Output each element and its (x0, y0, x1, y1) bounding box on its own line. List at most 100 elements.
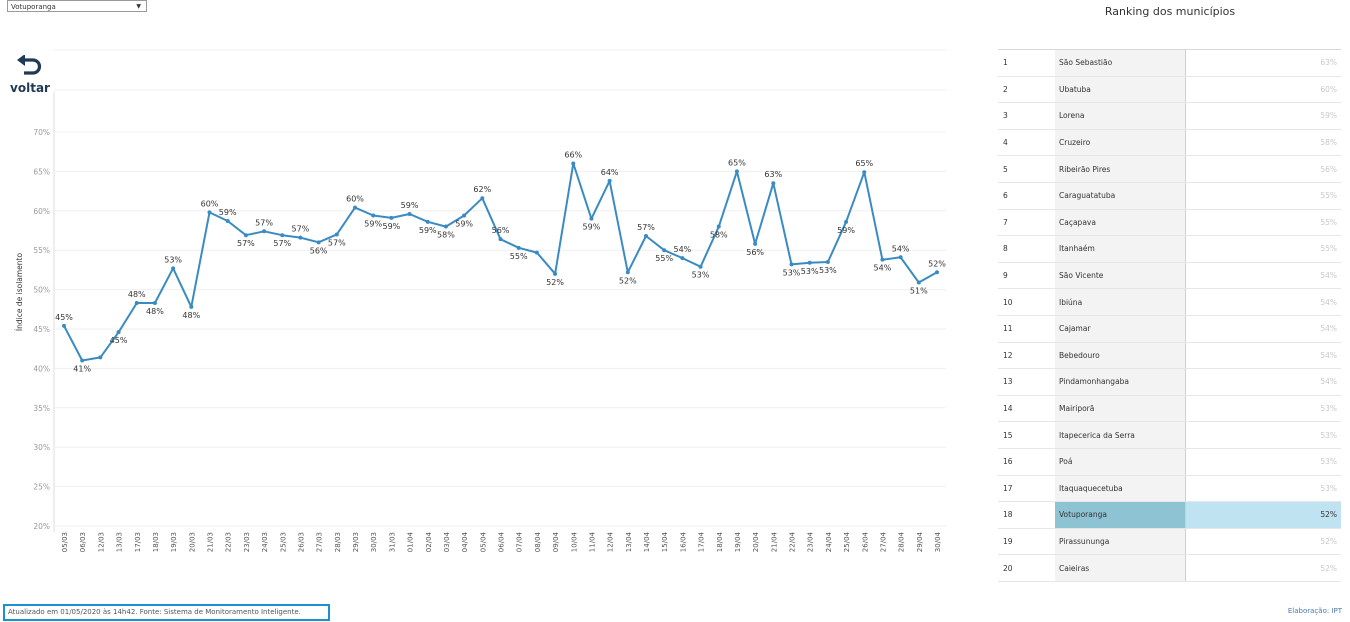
data-label: 52% (546, 278, 564, 287)
ranking-position: 8 (998, 235, 1055, 263)
data-point (334, 232, 339, 237)
x-tick-label: 05/03 (61, 532, 69, 552)
data-label: 57% (292, 225, 310, 234)
ranking-row[interactable]: 20 Caieiras 52% (998, 554, 1341, 582)
data-label: 59% (419, 226, 437, 235)
ranking-row[interactable]: 15 Itapecerica da Serra 53% (998, 421, 1341, 449)
ranking-value: 54% (1185, 288, 1341, 316)
ranking-municipality: Caçapava (1055, 209, 1186, 237)
data-point (462, 213, 467, 218)
ranking-row[interactable]: 14 Mairiporã 53% (998, 395, 1341, 423)
ranking-municipality: Votuporanga (1055, 501, 1186, 529)
ranking-row[interactable]: 8 Itanhaém 55% (998, 235, 1341, 263)
ranking-row[interactable]: 9 São Vicente 54% (998, 262, 1341, 290)
x-tick-label: 14/04 (643, 531, 651, 552)
ranking-row[interactable]: 10 Ibiúna 54% (998, 288, 1341, 316)
ranking-row[interactable]: 1 São Sebastião 63% (998, 49, 1341, 77)
ranking-row[interactable]: 18 Votuporanga 52% (998, 501, 1341, 529)
x-tick-label: 17/03 (134, 532, 142, 552)
data-point (225, 219, 230, 224)
x-tick-label: 19/04 (734, 531, 742, 552)
isolation-line-chart: 20% 25% 30% 35% 40% 45% 50% 55% 60% 65% 70% 05/03 0… (15, 49, 946, 552)
ranking-value: 54% (1185, 368, 1341, 396)
data-point (316, 240, 321, 245)
ranking-row[interactable]: 6 Caraguatatuba 55% (998, 182, 1341, 210)
data-label: 54% (892, 244, 910, 253)
data-label: 59% (583, 223, 601, 232)
data-point (207, 210, 212, 215)
data-point (789, 262, 794, 267)
ranking-value: 63% (1185, 49, 1341, 77)
ranking-municipality: Itaquaquecetuba (1055, 475, 1186, 503)
y-tick-label: 35% (33, 404, 50, 413)
municipality-select[interactable]: Votuporanga ▼ (7, 0, 147, 12)
x-tick-label: 02/04 (425, 531, 433, 552)
ranking-row[interactable]: 16 Poá 53% (998, 448, 1341, 476)
ranking-row[interactable]: 13 Pindamonhangaba 54% (998, 368, 1341, 396)
ranking-position: 2 (998, 76, 1055, 104)
x-tick-label: 30/03 (370, 532, 378, 552)
ranking-row[interactable]: 12 Bebedouro 54% (998, 342, 1341, 370)
data-point (516, 245, 521, 250)
ranking-row[interactable]: 11 Cajamar 54% (998, 315, 1341, 343)
ranking-row[interactable]: 17 Itaquaquecetuba 53% (998, 475, 1341, 503)
ranking-municipality: Cajamar (1055, 315, 1186, 343)
x-tick-label: 21/04 (770, 531, 778, 552)
data-label: 55% (510, 252, 528, 261)
x-tick-label: 13/04 (625, 531, 633, 552)
y-tick-label: 20% (33, 522, 50, 531)
data-label: 45% (110, 336, 128, 345)
x-tick-label: 18/03 (152, 532, 160, 552)
data-label: 60% (201, 199, 219, 208)
ranking-position: 20 (998, 554, 1055, 582)
x-tick-label: 25/03 (279, 532, 287, 552)
x-tick-label: 07/04 (516, 531, 524, 552)
data-label: 56% (310, 246, 328, 255)
data-point (625, 270, 630, 275)
data-label: 60% (346, 195, 364, 204)
y-tick-label: 40% (33, 364, 50, 373)
x-tick-label: 08/04 (534, 531, 542, 552)
ranking-row[interactable]: 2 Ubatuba 60% (998, 76, 1341, 104)
x-tick-label: 03/04 (443, 531, 451, 552)
data-point (98, 355, 103, 360)
ranking-value: 58% (1185, 129, 1341, 157)
data-point (771, 181, 776, 186)
ranking-row[interactable]: 5 Ribeirão Pires 56% (998, 155, 1341, 183)
ranking-row[interactable]: 19 Pirassununga 52% (998, 528, 1341, 556)
ranking-row[interactable]: 3 Lorena 59% (998, 102, 1341, 130)
ranking-title: Ranking dos municípios (1104, 5, 1236, 18)
x-tick-label: 16/04 (679, 531, 687, 552)
ranking-position: 9 (998, 262, 1055, 290)
y-tick-label: 50% (33, 286, 50, 295)
data-label: 55% (655, 254, 673, 263)
y-tick-label: 45% (33, 325, 50, 334)
data-point (553, 271, 558, 276)
x-tick-label: 06/03 (79, 532, 87, 552)
data-point (134, 300, 139, 305)
credit-text: Elaboração: IPT (1287, 607, 1342, 615)
data-label: 53% (819, 266, 837, 275)
data-label: 59% (837, 226, 855, 235)
back-button[interactable]: voltar (8, 54, 52, 95)
data-label: 48% (182, 311, 200, 320)
x-tick-label: 17/04 (698, 531, 706, 552)
ranking-value: 56% (1185, 155, 1341, 183)
data-point (734, 169, 739, 174)
data-point (607, 178, 612, 183)
x-tick-label: 23/04 (807, 531, 815, 552)
ranking-value: 55% (1185, 235, 1341, 263)
data-point (844, 219, 849, 224)
undo-arrow-icon (17, 54, 42, 75)
data-point (880, 257, 885, 262)
ranking-row[interactable]: 7 Caçapava 55% (998, 209, 1341, 237)
x-tick-label: 23/03 (243, 532, 251, 552)
ranking-position: 1 (998, 49, 1055, 77)
ranking-value: 54% (1185, 262, 1341, 290)
x-tick-label: 28/04 (898, 531, 906, 552)
x-tick-label: 21/03 (207, 532, 215, 552)
x-tick-label: 26/04 (861, 531, 869, 552)
data-label: 54% (874, 264, 892, 273)
ranking-row[interactable]: 4 Cruzeiro 58% (998, 129, 1341, 157)
data-label: 59% (455, 220, 473, 229)
